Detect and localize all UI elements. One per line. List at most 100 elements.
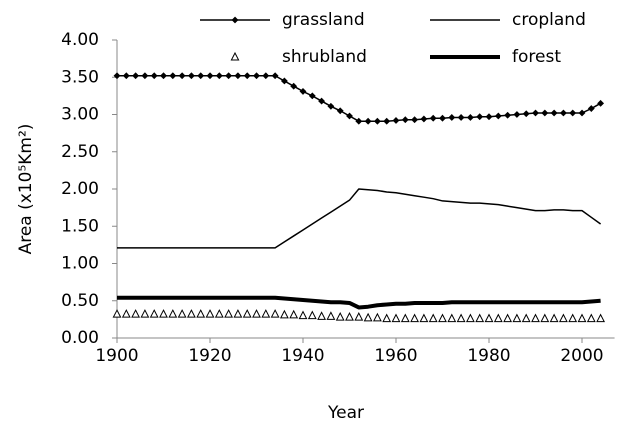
data-point xyxy=(448,114,456,121)
data-point xyxy=(299,87,307,95)
data-point xyxy=(587,105,595,112)
data-point xyxy=(504,111,512,119)
data-point xyxy=(586,313,596,323)
data-point xyxy=(215,72,223,80)
data-point xyxy=(597,99,605,107)
data-point xyxy=(141,72,149,80)
data-point xyxy=(140,309,150,318)
data-point xyxy=(214,309,224,318)
data-point xyxy=(401,116,409,124)
data-point xyxy=(327,102,335,110)
data-point xyxy=(169,72,177,80)
data-point xyxy=(559,109,567,117)
y-tick-label: 2.00 xyxy=(61,179,99,199)
data-point xyxy=(439,114,446,122)
data-point xyxy=(428,313,438,323)
data-point xyxy=(178,72,186,80)
data-point xyxy=(335,312,345,321)
data-point xyxy=(336,107,344,115)
data-point xyxy=(494,112,502,120)
data-point xyxy=(159,309,168,318)
data-point xyxy=(187,72,195,80)
data-point xyxy=(400,313,410,323)
data-point xyxy=(345,312,354,321)
data-point xyxy=(540,313,550,323)
data-point xyxy=(160,72,167,80)
data-point xyxy=(279,309,289,319)
legend-marker xyxy=(230,51,240,61)
data-point xyxy=(271,72,279,80)
data-point xyxy=(225,72,233,80)
legend-label: cropland xyxy=(512,10,586,30)
data-point xyxy=(252,309,261,318)
data-point xyxy=(317,311,327,320)
data-point xyxy=(382,313,392,323)
data-point xyxy=(307,310,317,320)
data-point xyxy=(596,313,606,323)
data-point xyxy=(234,72,242,80)
data-point xyxy=(186,309,196,318)
data-point xyxy=(429,114,437,122)
data-point xyxy=(261,309,271,318)
data-point xyxy=(150,72,158,80)
data-point xyxy=(438,313,447,323)
data-point xyxy=(149,309,159,318)
data-point xyxy=(577,313,587,323)
data-point xyxy=(290,82,298,90)
data-point xyxy=(521,313,531,323)
data-point xyxy=(420,115,428,123)
data-point xyxy=(392,117,400,124)
data-point xyxy=(355,117,363,125)
y-tick-label: 0.50 xyxy=(61,291,99,311)
data-point xyxy=(262,72,270,80)
data-point xyxy=(318,97,326,105)
data-point xyxy=(531,313,540,323)
data-point xyxy=(197,72,205,80)
data-point xyxy=(558,313,568,323)
data-point xyxy=(289,309,299,319)
data-point xyxy=(372,312,382,322)
legend-label: shrubland xyxy=(282,47,367,67)
y-tick-label: 3.50 xyxy=(61,67,99,87)
x-tick-label: 1900 xyxy=(95,346,138,366)
x-tick-label: 1920 xyxy=(188,346,231,366)
data-point xyxy=(411,116,419,124)
y-tick-label: 4.00 xyxy=(61,30,99,50)
series-line xyxy=(117,295,601,310)
series-line xyxy=(117,188,602,249)
data-point xyxy=(513,111,521,118)
x-tick-label: 1980 xyxy=(467,346,510,366)
data-point xyxy=(121,309,131,318)
legend-marker xyxy=(231,16,239,24)
data-point xyxy=(456,313,466,323)
y-axis-title: Area (x10⁵Km²) xyxy=(16,124,36,255)
data-point xyxy=(493,313,503,323)
data-point xyxy=(550,109,558,117)
data-point xyxy=(177,309,187,318)
data-point xyxy=(270,309,280,318)
data-point xyxy=(391,313,401,323)
data-point xyxy=(112,309,122,318)
y-tick-label: 2.50 xyxy=(61,142,99,162)
data-point xyxy=(512,313,522,323)
data-point xyxy=(233,309,243,318)
data-point xyxy=(457,114,465,121)
data-point xyxy=(205,309,215,318)
x-tick-label: 2000 xyxy=(560,346,603,366)
x-tick-label: 1960 xyxy=(374,346,417,366)
data-point xyxy=(206,72,214,80)
data-point xyxy=(419,313,429,323)
data-point xyxy=(243,72,251,80)
data-point xyxy=(122,72,130,80)
data-point xyxy=(383,117,391,125)
x-axis-title: Year xyxy=(327,403,364,423)
data-point xyxy=(373,117,381,125)
data-point xyxy=(298,310,308,320)
x-tick-label: 1940 xyxy=(281,346,324,366)
data-point xyxy=(569,109,577,117)
data-point xyxy=(326,311,336,320)
data-point xyxy=(532,109,539,117)
data-point xyxy=(578,109,586,117)
data-point xyxy=(113,72,121,80)
